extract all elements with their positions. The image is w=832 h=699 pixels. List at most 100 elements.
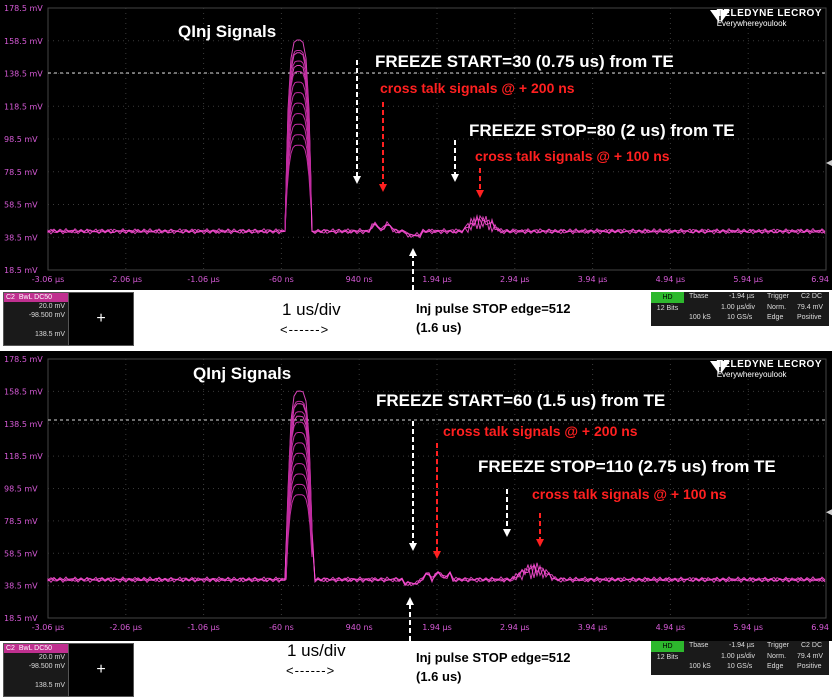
channel-descriptor-box[interactable]: C2 BwL DC50 20.0 mV -98.500 mV 138.5 mV	[3, 292, 69, 346]
arrow-head-icon	[353, 176, 361, 184]
time-division-label: 1 us/div	[282, 300, 341, 319]
trigger-level-marker-icon	[826, 509, 832, 516]
x-tick-label: 1.94 µs	[422, 275, 452, 284]
y-tick-label: 98.5 mV	[4, 485, 38, 494]
x-tick-label: 3.94 µs	[578, 275, 608, 284]
x-tick-label: 940 ns	[346, 623, 373, 632]
pulse-trace	[285, 494, 313, 580]
y-tick-label: 98.5 mV	[4, 135, 38, 144]
cross-talk-label-2: cross talk signals @ + 100 ns	[475, 148, 670, 164]
cross-talk-label-1: cross talk signals @ + 200 ns	[443, 423, 638, 439]
arrow-head-icon	[476, 190, 484, 198]
arrow-head-icon	[433, 551, 441, 559]
y-tick-label: 78.5 mV	[4, 168, 38, 177]
panel-title: QInj Signals	[178, 22, 277, 41]
x-tick-label: -1.06 µs	[187, 275, 220, 284]
y-tick-label: 18.5 mV	[4, 266, 38, 275]
pulse-trace	[284, 92, 312, 232]
teledyne-logo-icon	[710, 10, 730, 24]
acquisition-status-panel[interactable]: HD 12 Bits Tbase -1.94 µs 1.00 µs/div 10…	[651, 641, 829, 675]
y-tick-label: 158.5 mV	[4, 37, 43, 46]
arrow-head-icon	[536, 539, 544, 547]
pulse-trace	[284, 123, 312, 232]
pulse-trace	[285, 463, 313, 580]
y-tick-label: 118.5 mV	[4, 452, 43, 461]
trigger-level-marker-icon	[826, 159, 832, 166]
y-tick-label: 18.5 mV	[4, 614, 38, 623]
pulse-trace	[285, 452, 313, 580]
y-tick-label: 138.5 mV	[4, 70, 43, 79]
waveform-trace	[47, 403, 826, 587]
y-tick-label: 158.5 mV	[4, 387, 43, 396]
x-tick-label: 2.94 µs	[500, 623, 530, 632]
inj-pulse-label: Inj pulse STOP edge=512 (1.6 us)	[416, 650, 571, 684]
arrow-head-icon	[503, 529, 511, 537]
pulse-trace	[284, 113, 312, 232]
freeze-stop-label: FREEZE STOP=80 (2 us) from TE	[469, 121, 735, 140]
x-tick-label: 4.94 µs	[656, 275, 686, 284]
channel-descriptor-box[interactable]: C2 BwL DC50 20.0 mV -98.500 mV 138.5 mV	[3, 643, 69, 697]
x-tick-label: 5.94 µs	[733, 275, 763, 284]
waveform-trace	[47, 39, 826, 238]
arrow-head-icon	[451, 174, 459, 182]
x-tick-label: -3.06 µs	[32, 623, 65, 632]
zoom-add-button[interactable]: +	[68, 292, 134, 346]
waveform-trace	[47, 52, 826, 239]
panel-title: QInj Signals	[193, 364, 292, 383]
pulse-trace	[285, 432, 313, 580]
y-tick-label: 58.5 mV	[4, 549, 38, 558]
info-bar-2: C2 BwL DC50 20.0 mV -98.500 mV 138.5 mV …	[0, 641, 832, 699]
x-tick-label: 5.94 µs	[733, 623, 763, 632]
pulse-trace	[285, 442, 313, 580]
x-tick-label: -60 ns	[269, 275, 294, 284]
y-tick-label: 58.5 mV	[4, 201, 38, 210]
x-tick-label: -60 ns	[269, 623, 294, 632]
x-tick-label: 3.94 µs	[578, 623, 608, 632]
pulse-trace	[284, 50, 312, 232]
time-division-label: 1 us/div	[287, 641, 346, 660]
y-tick-label: 118.5 mV	[4, 102, 43, 111]
pulse-trace	[284, 81, 312, 232]
y-tick-label: 178.5 mV	[4, 4, 43, 13]
x-tick-label: -2.06 µs	[110, 275, 143, 284]
pulse-trace	[285, 473, 313, 580]
pulse-trace	[284, 102, 312, 232]
arrow-head-icon	[409, 543, 417, 551]
waveform-grid-2: 178.5 mV 158.5 mV 138.5 mV 118.5 mV 98.5 mV 7…	[4, 355, 832, 641]
acquisition-status-panel[interactable]: HD 12 Bits Tbase -1.94 µs 1.00 µs/div 10…	[651, 292, 829, 326]
cross-talk-label-2: cross talk signals @ + 100 ns	[532, 486, 727, 502]
arrow-head-icon	[406, 597, 414, 605]
x-tick-label: 4.94 µs	[656, 623, 686, 632]
y-tick-label: 138.5 mV	[4, 420, 43, 429]
brand-logo: TELEDYNE LECROY Everywhereyoulook	[716, 8, 822, 28]
x-tick-label: 1.94 µs	[422, 623, 452, 632]
pulse-trace	[285, 483, 313, 580]
x-tick-label: 6.94 µs	[811, 623, 832, 632]
y-tick-label: 178.5 mV	[4, 355, 43, 364]
scope-panel-1: 178.5 mV 158.5 mV 138.5 mV 118.5 mV 98.5 mV 7…	[0, 0, 832, 348]
waveform-grid-1: 178.5 mV 158.5 mV 138.5 mV 118.5 mV 98.5 mV 7…	[4, 4, 832, 290]
inj-pulse-label: Inj pulse STOP edge=512 (1.6 us)	[416, 301, 571, 335]
y-tick-label: 38.5 mV	[4, 582, 38, 591]
arrow-head-icon	[409, 248, 417, 256]
freeze-start-label: FREEZE START=30 (0.75 us) from TE	[375, 52, 674, 71]
x-tick-label: 6.94 µs	[811, 275, 832, 284]
cross-talk-label-1: cross talk signals @ + 200 ns	[380, 80, 575, 96]
info-bar-1: C2 BwL DC50 20.0 mV -98.500 mV 138.5 mV …	[0, 290, 832, 348]
y-tick-label: 38.5 mV	[4, 233, 38, 242]
x-tick-label: -3.06 µs	[32, 275, 65, 284]
zoom-add-button[interactable]: +	[68, 643, 134, 697]
teledyne-logo-icon	[710, 361, 730, 375]
time-division-arrow: <------>	[280, 322, 330, 337]
pulse-trace	[284, 144, 312, 232]
time-division-arrow: <------>	[286, 663, 336, 678]
arrow-head-icon	[379, 184, 387, 192]
scope-panel-2: 178.5 mV 158.5 mV 138.5 mV 118.5 mV 98.5 mV 7…	[0, 351, 832, 699]
x-tick-label: 940 ns	[346, 275, 373, 284]
waveform-trace	[47, 390, 826, 587]
freeze-start-label: FREEZE START=60 (1.5 us) from TE	[376, 391, 666, 410]
pulse-trace	[285, 400, 313, 580]
y-tick-label: 78.5 mV	[4, 517, 38, 526]
scope-screen-2: 178.5 mV 158.5 mV 138.5 mV 118.5 mV 98.5 mV 7…	[0, 351, 832, 641]
x-tick-label: 2.94 µs	[500, 275, 530, 284]
